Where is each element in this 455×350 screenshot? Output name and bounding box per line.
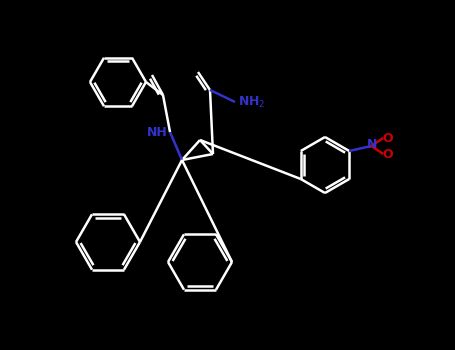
- Text: O: O: [382, 132, 393, 145]
- Text: NH: NH: [147, 126, 168, 139]
- Text: NH$_2$: NH$_2$: [238, 94, 265, 110]
- Text: O: O: [382, 147, 393, 161]
- Text: N: N: [367, 139, 378, 152]
